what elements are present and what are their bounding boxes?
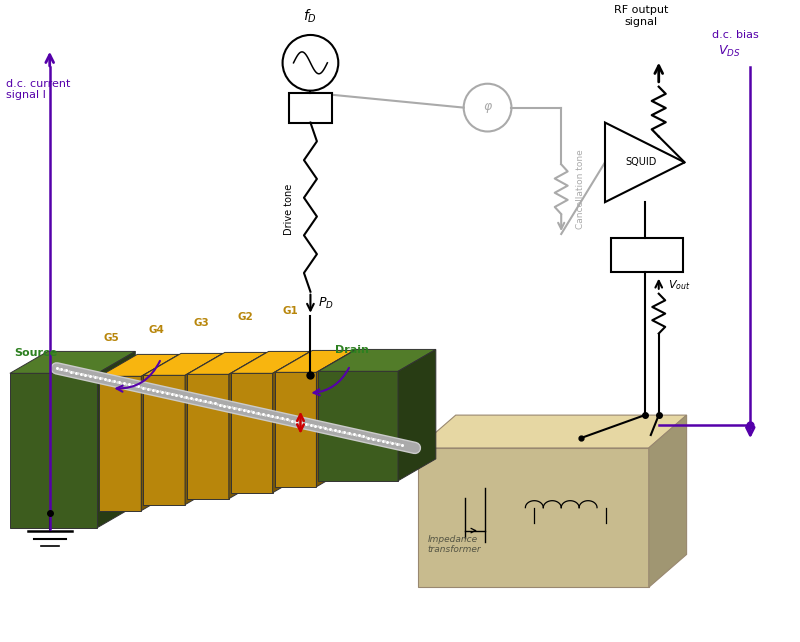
Polygon shape bbox=[318, 349, 436, 371]
Polygon shape bbox=[185, 353, 223, 505]
Text: Drive tone: Drive tone bbox=[283, 184, 294, 235]
Text: G4: G4 bbox=[148, 325, 164, 336]
Polygon shape bbox=[418, 448, 649, 587]
Polygon shape bbox=[398, 349, 436, 481]
Polygon shape bbox=[143, 376, 185, 505]
Polygon shape bbox=[274, 351, 354, 372]
Polygon shape bbox=[605, 123, 685, 202]
Text: $V_{DS}$: $V_{DS}$ bbox=[718, 44, 741, 59]
Text: Drain: Drain bbox=[335, 345, 369, 356]
Text: G3: G3 bbox=[193, 318, 209, 327]
Text: d.c. bias: d.c. bias bbox=[713, 30, 759, 40]
Text: G2: G2 bbox=[238, 311, 254, 322]
Polygon shape bbox=[187, 352, 266, 374]
Polygon shape bbox=[143, 353, 223, 376]
Polygon shape bbox=[231, 373, 273, 492]
Text: $P_D$: $P_D$ bbox=[318, 296, 334, 311]
Text: RF output
signal: RF output signal bbox=[614, 5, 668, 27]
Polygon shape bbox=[98, 351, 135, 528]
Text: Impedance
transformer: Impedance transformer bbox=[428, 535, 482, 555]
Text: $f_D$: $f_D$ bbox=[303, 8, 318, 25]
Text: $V_{out}$: $V_{out}$ bbox=[668, 278, 690, 291]
Polygon shape bbox=[317, 351, 354, 487]
Text: G1: G1 bbox=[282, 306, 298, 316]
Text: $\varphi$: $\varphi$ bbox=[482, 101, 493, 115]
Polygon shape bbox=[99, 376, 142, 510]
FancyBboxPatch shape bbox=[289, 92, 332, 123]
Polygon shape bbox=[318, 371, 398, 481]
Polygon shape bbox=[274, 372, 317, 487]
Polygon shape bbox=[10, 351, 135, 373]
Polygon shape bbox=[418, 415, 686, 448]
FancyArrowPatch shape bbox=[117, 361, 160, 392]
Polygon shape bbox=[649, 415, 686, 587]
Polygon shape bbox=[142, 354, 179, 510]
Text: SQUID: SQUID bbox=[625, 157, 657, 168]
Polygon shape bbox=[273, 351, 310, 492]
Text: Source: Source bbox=[14, 349, 57, 358]
FancyArrowPatch shape bbox=[314, 368, 349, 395]
Polygon shape bbox=[229, 352, 266, 499]
Text: G5: G5 bbox=[103, 333, 119, 343]
Polygon shape bbox=[10, 373, 98, 528]
Polygon shape bbox=[99, 354, 179, 376]
Text: Cancellation tone: Cancellation tone bbox=[576, 150, 585, 229]
Text: d.c. current
signal I: d.c. current signal I bbox=[6, 79, 70, 101]
FancyBboxPatch shape bbox=[611, 238, 682, 272]
Polygon shape bbox=[231, 351, 310, 373]
Polygon shape bbox=[187, 374, 229, 499]
